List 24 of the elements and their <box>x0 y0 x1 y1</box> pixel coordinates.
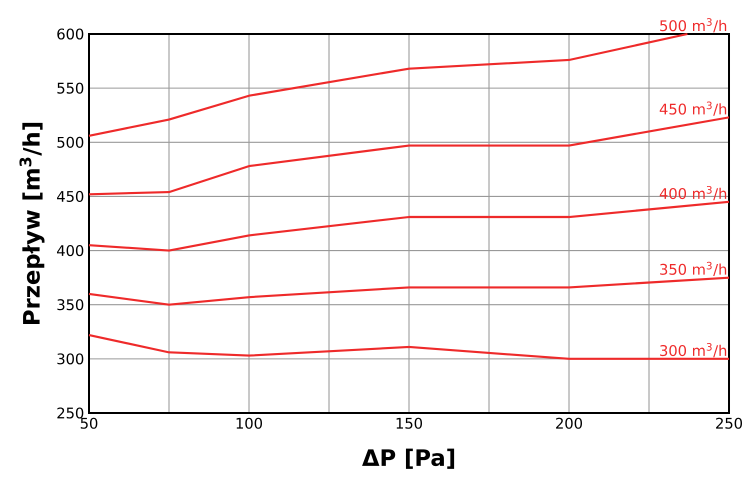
y-tick-label: 400 <box>57 245 84 256</box>
x-axis-title: ΔP [Pa] <box>362 448 454 469</box>
y-tick-label: 350 <box>57 299 84 310</box>
x-tick-label: 250 <box>716 418 742 429</box>
line-series <box>88 334 730 360</box>
y-tick-label: 300 <box>57 353 84 364</box>
y-tick-label: 500 <box>57 136 84 148</box>
y-tick-label: 600 <box>57 28 84 40</box>
x-tick-label: 100 <box>236 418 262 429</box>
series-label: 300 m$^{3}$/h <box>660 342 726 358</box>
series-label: 400 m$^{3}$/h <box>660 186 726 200</box>
y-tick-label: 450 <box>57 190 84 202</box>
series-label: 500 m$^{3}$/h <box>660 18 726 32</box>
y-tick-label: 250 <box>57 407 84 419</box>
series-label: 450 m$^{3}$/h <box>660 102 726 116</box>
x-tick-label: 200 <box>556 418 582 429</box>
line-series <box>88 200 730 252</box>
x-tick-label: 150 <box>396 418 422 429</box>
line-series <box>88 32 688 137</box>
series-label: 350 m$^{3}$/h <box>660 262 726 276</box>
x-tick-label: 50 <box>80 418 98 429</box>
y-axis-title: Przepływ [m$^{3}$/h] <box>19 122 44 324</box>
y-tick-label: 550 <box>57 82 84 94</box>
line-series <box>88 276 730 306</box>
